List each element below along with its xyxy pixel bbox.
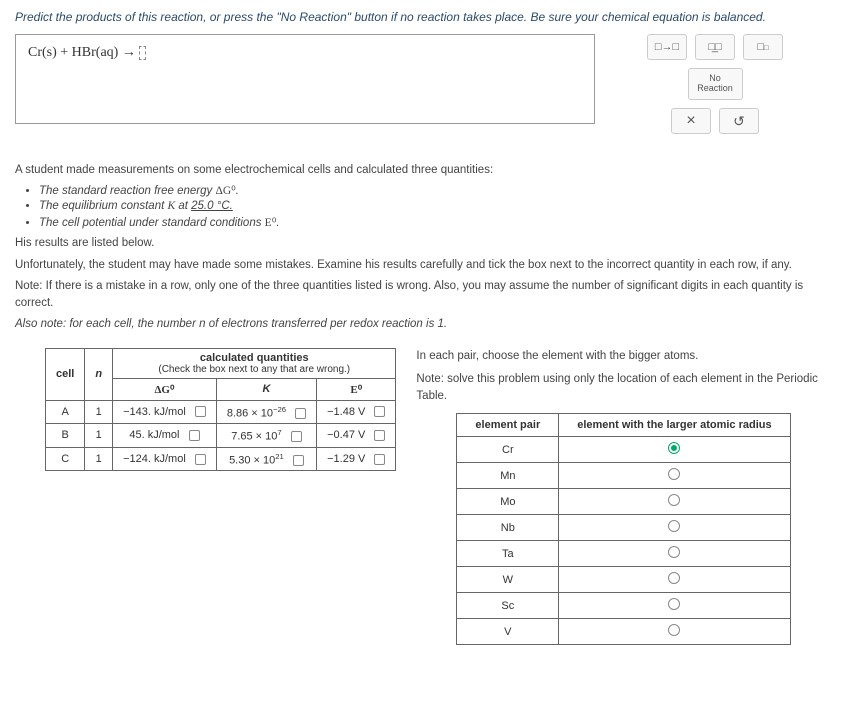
table-row: Mn [457,463,790,489]
element-radio-cell [559,541,790,567]
radio-option[interactable] [668,546,680,558]
checkbox-dg[interactable] [189,430,200,441]
table-row: Mo [457,489,790,515]
element-symbol: Sc [457,593,559,619]
cell-k: 5.30 × 1021 [216,447,316,471]
cell-id: C [46,447,85,471]
calculated-quantities-table: cell n calculated quantities (Check the … [45,348,396,472]
cell-e: −0.47 V [317,424,396,448]
cell-id: B [46,424,85,448]
col-k: K [216,378,316,400]
checkbox-k[interactable] [295,408,306,419]
element-radio-cell [559,515,790,541]
col-n: n [85,348,113,400]
element-symbol: Nb [457,515,559,541]
reaction-prefill: Cr(s) + HBr(aq) → [28,45,139,60]
p2-note-line: Note: If there is a mistake in a row, on… [15,278,838,313]
checkbox-e[interactable] [374,430,385,441]
col-dg: ΔG⁰ [113,378,217,400]
cell-n: 1 [85,400,113,424]
radio-option[interactable] [668,494,680,506]
bullet-e: The cell potential under standard condit… [39,215,838,229]
bullet-k: The equilibrium constant K at 25.0 °C. [39,200,838,212]
p2-intro: A student made measurements on some elec… [15,162,838,179]
radio-option[interactable] [668,442,680,454]
element-radio-cell [559,619,790,645]
calc-header: calculated quantities (Check the box nex… [113,348,396,378]
tool-superscript-button[interactable]: □□ [743,34,783,60]
cell-dg: 45. kJ/mol [113,424,217,448]
tool-arrow-button[interactable]: □→□ [647,34,687,60]
no-reaction-button[interactable]: No Reaction [688,68,743,100]
p2-results-line: His results are listed below. [15,235,838,252]
p2-unfort-line: Unfortunately, the student may have made… [15,257,838,274]
cell-n: 1 [85,447,113,471]
checkbox-e[interactable] [374,406,385,417]
element-symbol: V [457,619,559,645]
cell-dg: −124. kJ/mol [113,447,217,471]
checkbox-dg[interactable] [195,454,206,465]
element-pair-table: element pair element with the larger ato… [456,413,790,645]
table-row: Nb [457,515,790,541]
tool-subscript-button[interactable]: □̲□ [695,34,735,60]
checkbox-e[interactable] [374,454,385,465]
table-row: W [457,567,790,593]
table-row: Ta [457,541,790,567]
element-radio-cell [559,463,790,489]
equation-toolbox: □→□ □̲□ □□ No Reaction × ↺ [610,34,820,142]
reaction-input-box[interactable]: Cr(s) + HBr(aq) → [15,34,595,124]
checkbox-k[interactable] [291,431,302,442]
table-row: A1−143. kJ/mol 8.86 × 10−26 −1.48 V [46,400,396,424]
cell-id: A [46,400,85,424]
checkbox-k[interactable] [293,455,304,466]
radio-option[interactable] [668,598,680,610]
table-row: Sc [457,593,790,619]
input-caret [139,46,146,60]
element-symbol: Ta [457,541,559,567]
radio-option[interactable] [668,624,680,636]
p3-line2: Note: Note: solve this problem using onl… [416,371,838,406]
element-radio-cell [559,437,790,463]
checkbox-dg[interactable] [195,406,206,417]
col-larger-radius: element with the larger atomic radius [559,414,790,437]
cell-n: 1 [85,424,113,448]
p2-bullets: The standard reaction free energy ΔG⁰. T… [39,183,838,229]
col-cell: cell [46,348,85,400]
element-symbol: Mo [457,489,559,515]
cell-k: 7.65 × 107 [216,424,316,448]
bullet-dg: The standard reaction free energy ΔG⁰. [39,183,838,197]
table-row: C1−124. kJ/mol 5.30 × 1021 −1.29 V [46,447,396,471]
problem1-prompt: Predict the products of this reaction, o… [15,10,838,24]
table-row: Cr [457,437,790,463]
table-row: B145. kJ/mol 7.65 × 107 −0.47 V [46,424,396,448]
element-radio-cell [559,567,790,593]
cell-dg: −143. kJ/mol [113,400,217,424]
p3-line1: In each pair, choose the element with th… [416,348,838,365]
element-symbol: Cr [457,437,559,463]
element-symbol: W [457,567,559,593]
col-element-pair: element pair [457,414,559,437]
p2-also-line: Also note: for each cell, the number n o… [15,316,838,333]
cell-k: 8.86 × 10−26 [216,400,316,424]
radio-option[interactable] [668,572,680,584]
reset-button[interactable]: ↺ [719,108,759,134]
col-e: E⁰ [317,378,396,400]
element-symbol: Mn [457,463,559,489]
table-row: V [457,619,790,645]
cell-e: −1.48 V [317,400,396,424]
element-radio-cell [559,489,790,515]
cell-e: −1.29 V [317,447,396,471]
element-radio-cell [559,593,790,619]
radio-option[interactable] [668,468,680,480]
radio-option[interactable] [668,520,680,532]
clear-button[interactable]: × [671,108,711,134]
